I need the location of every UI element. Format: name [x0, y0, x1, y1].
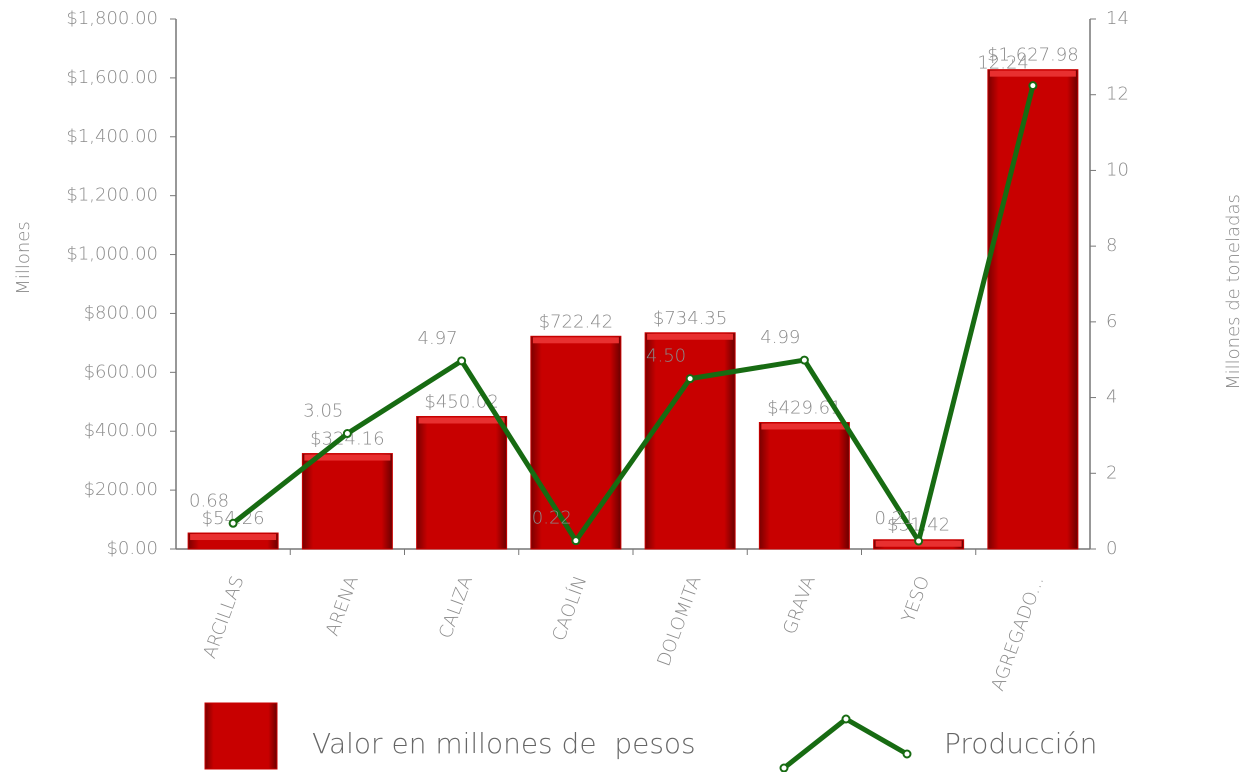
legend-line	[784, 719, 907, 768]
y-tick-label: $1,400.00	[66, 126, 158, 147]
line-marker	[1029, 82, 1036, 89]
y-tick-label: $200.00	[84, 479, 158, 500]
bar	[988, 70, 1078, 549]
line-marker	[458, 357, 465, 364]
y2-tick-label: 14	[1106, 8, 1129, 29]
line-value-label: 4.50	[646, 346, 686, 367]
legend-marker	[843, 716, 850, 723]
x-tick-label: AGREGADO...	[987, 573, 1048, 693]
bar	[302, 454, 392, 549]
y-tick-label: $800.00	[84, 302, 158, 323]
bar-value-label: $722.42	[539, 311, 613, 332]
line-value-label: 3.05	[303, 401, 343, 422]
legend-swatch	[205, 703, 277, 769]
bar-bevel	[647, 334, 733, 340]
y-axis-title: Millones	[13, 221, 34, 294]
bar	[417, 416, 507, 549]
y-tick-label: $1,000.00	[66, 244, 158, 265]
line-marker	[572, 537, 579, 544]
line-value-label: 12.24	[977, 53, 1029, 74]
x-tick-label: ARENA	[322, 573, 363, 638]
y2-tick-label: 12	[1106, 84, 1129, 105]
y2-tick-label: 10	[1106, 159, 1129, 180]
legend-text: Valor en millones de pesos	[312, 727, 696, 760]
x-tick-label: CAOLÍN	[547, 573, 591, 644]
bar-bevel	[419, 417, 505, 423]
y-tick-label: $400.00	[84, 420, 158, 441]
line-value-label: 0.22	[532, 508, 572, 529]
line-value-label: 4.97	[418, 328, 458, 349]
bar	[759, 423, 849, 549]
y-tick-label: $1,200.00	[66, 185, 158, 206]
line-value-label: 0.68	[189, 490, 229, 511]
x-tick-label: CALIZA	[435, 573, 477, 641]
line-marker	[230, 520, 237, 527]
y2-axis-title: Millones de toneladas	[1223, 194, 1244, 390]
bar-bevel	[761, 424, 847, 430]
bar-value-label: $734.35	[653, 308, 727, 329]
bar-bevel	[190, 534, 276, 540]
legend-marker	[781, 765, 788, 772]
line-marker	[915, 538, 922, 545]
y2-tick-label: 0	[1106, 538, 1117, 559]
line-marker	[687, 375, 694, 382]
bar-bevel	[533, 337, 619, 343]
chart: Millones Millones de toneladas $0.00 $200…	[0, 0, 1254, 772]
line-marker	[801, 357, 808, 364]
line-value-label: 0.21	[875, 508, 915, 529]
line-marker	[344, 430, 351, 437]
legend-marker	[904, 751, 911, 758]
x-tick-label: YESO	[898, 573, 934, 625]
y2-tick-label: 6	[1106, 311, 1117, 332]
y-tick-label: $0.00	[106, 538, 158, 559]
y-tick-label: $600.00	[84, 361, 158, 382]
legend-text: Producción	[944, 727, 1097, 760]
y-tick-label: $1,800.00	[66, 8, 158, 29]
x-tick-label: GRAVA	[779, 573, 819, 637]
x-tick-label: DOLOMITA	[654, 573, 706, 669]
x-tick-label: ARCILLAS	[199, 573, 248, 661]
y2-tick-label: 8	[1106, 235, 1117, 256]
y2-tick-label: 2	[1106, 462, 1117, 483]
line-value-label: 4.99	[760, 327, 800, 348]
y-tick-label: $1,600.00	[66, 67, 158, 88]
y2-tick-label: 4	[1106, 387, 1117, 408]
